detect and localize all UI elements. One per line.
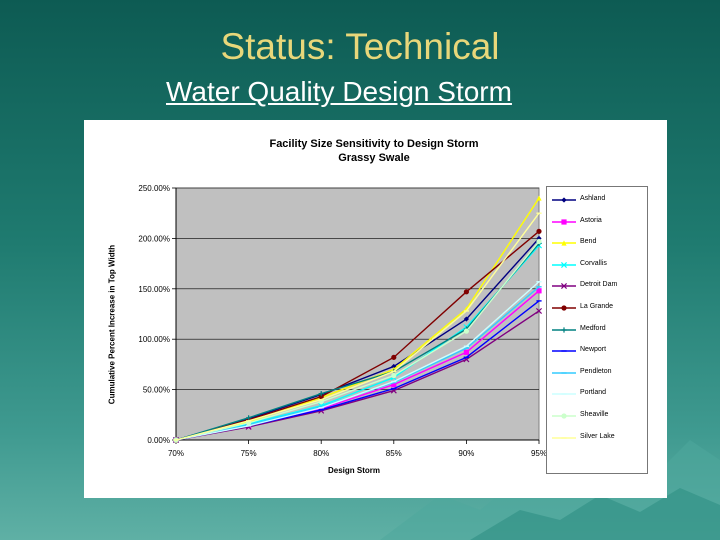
legend-label: La Grande — [580, 303, 614, 310]
y-tick-label: 0.00% — [147, 436, 170, 445]
y-tick-label: 250.00% — [138, 184, 170, 193]
x-axis-label: Design Storm — [327, 466, 380, 475]
y-tick-label: 150.00% — [138, 285, 170, 294]
legend-swatch — [552, 350, 576, 352]
chart-title: Facility Size Sensitivity to Design Stor… — [269, 138, 479, 150]
legend-label: Astoria — [580, 216, 602, 224]
legend-swatch — [552, 372, 576, 374]
legend-item-detroit-dam: Detroit Dam — [551, 279, 645, 293]
legend-label: Bend — [580, 238, 597, 246]
legend-label: Pendleton — [580, 367, 612, 375]
legend-item-newport: Newport — [551, 344, 645, 358]
y-tick-label: 200.00% — [138, 234, 170, 243]
legend-marker — [561, 240, 567, 246]
legend-swatch — [552, 413, 576, 419]
legend-label: Silver Lake — [580, 432, 615, 440]
legend-marker — [561, 305, 567, 311]
legend-swatch — [552, 283, 576, 290]
legend-item-corvallis: Corvallis — [551, 258, 645, 272]
data-point-astoria — [463, 349, 469, 355]
legend-item-pendleton: Pendleton — [551, 366, 645, 380]
x-tick-label: 85% — [386, 449, 402, 458]
plot-area — [175, 187, 540, 441]
legend-label: Sheaville — [580, 411, 609, 418]
legend-marker — [560, 261, 568, 268]
series-silver-lake — [173, 212, 542, 441]
data-point-sheaville — [536, 238, 542, 245]
data-point-medford — [246, 415, 252, 421]
legend-label: Medford — [580, 324, 606, 332]
legend-item-bend: Bend — [551, 236, 645, 250]
legend-item-ashland: Ashland — [551, 193, 645, 207]
x-tick-label: 80% — [313, 449, 329, 458]
data-point-sheaville — [463, 328, 469, 334]
data-point-la-grande — [391, 354, 397, 360]
data-point-detroit-dam — [535, 307, 543, 315]
legend-label: Portland — [580, 389, 607, 397]
y-tick-label: 100.00% — [138, 335, 170, 344]
legend-marker — [561, 218, 567, 225]
x-tick-label: 70% — [168, 449, 184, 458]
y-tick-label: 50.00% — [143, 386, 170, 395]
data-point-bend — [536, 195, 542, 201]
data-point-astoria — [536, 288, 542, 294]
y-axis-label: Cumulative Percent Increase in Top Width — [107, 244, 117, 405]
series-line-portland — [175, 281, 540, 441]
legend-swatch — [552, 305, 576, 311]
series-line-la-grande — [175, 230, 540, 441]
legend-item-portland: Portland — [551, 387, 645, 401]
legend-item-medford: Medford — [551, 323, 645, 337]
series-line-corvallis — [175, 244, 540, 441]
series-line-detroit-dam — [175, 310, 540, 441]
series-line-silver-lake — [175, 212, 540, 441]
legend-marker — [561, 326, 567, 333]
x-tick-label: 95% — [531, 449, 547, 458]
legend-label: Newport — [580, 346, 607, 354]
legend-marker — [561, 413, 567, 419]
chart-legend: Ashland Astoria Bend Corvallis Detroit Dam La… — [546, 186, 648, 474]
data-point-la-grande — [536, 228, 542, 234]
slide-subtitle: Water Quality Design Storm — [166, 76, 512, 107]
data-point-astoria — [391, 381, 397, 388]
data-point-la-grande — [318, 394, 324, 400]
series-line-bend — [175, 197, 540, 441]
legend-swatch — [552, 197, 576, 203]
legend-label: Ashland — [580, 195, 606, 202]
data-point-sheaville — [391, 372, 397, 379]
legend-swatch — [552, 261, 576, 268]
x-tick-label: 75% — [241, 449, 257, 458]
series-line-ashland — [175, 237, 540, 441]
data-point-astoria — [318, 406, 324, 412]
chart-panel: Facility Size Sensitivity to Design Stor… — [84, 120, 667, 498]
series-line-medford — [175, 242, 540, 441]
legend-swatch — [552, 393, 576, 396]
legend-item-sheaville: Sheaville — [551, 409, 645, 423]
legend-marker — [560, 283, 568, 290]
legend-item-astoria: Astoria — [551, 215, 645, 229]
data-point-la-grande — [463, 289, 469, 295]
legend-swatch — [552, 326, 576, 333]
legend-marker — [561, 197, 567, 203]
legend-label: Corvallis — [580, 259, 607, 267]
chart-subtitle: Grassy Swale — [338, 152, 410, 164]
data-point-medford — [318, 391, 324, 397]
legend-item-la-grande: La Grande — [551, 301, 645, 315]
legend-swatch — [552, 240, 576, 246]
legend-swatch — [552, 218, 576, 225]
series-line-sheaville — [175, 240, 540, 441]
line-chart: 0.00% 50.00% 100.00% 150.00% 200.00% 250.00% 7… — [138, 184, 547, 458]
x-tick-label: 90% — [458, 449, 474, 458]
legend-item-silver-lake: Silver Lake — [551, 431, 645, 445]
slide-title: Status: Technical — [220, 26, 500, 67]
legend-label: Detroit Dam — [580, 281, 618, 289]
data-point-ashland — [463, 316, 469, 322]
legend-swatch — [552, 436, 576, 439]
